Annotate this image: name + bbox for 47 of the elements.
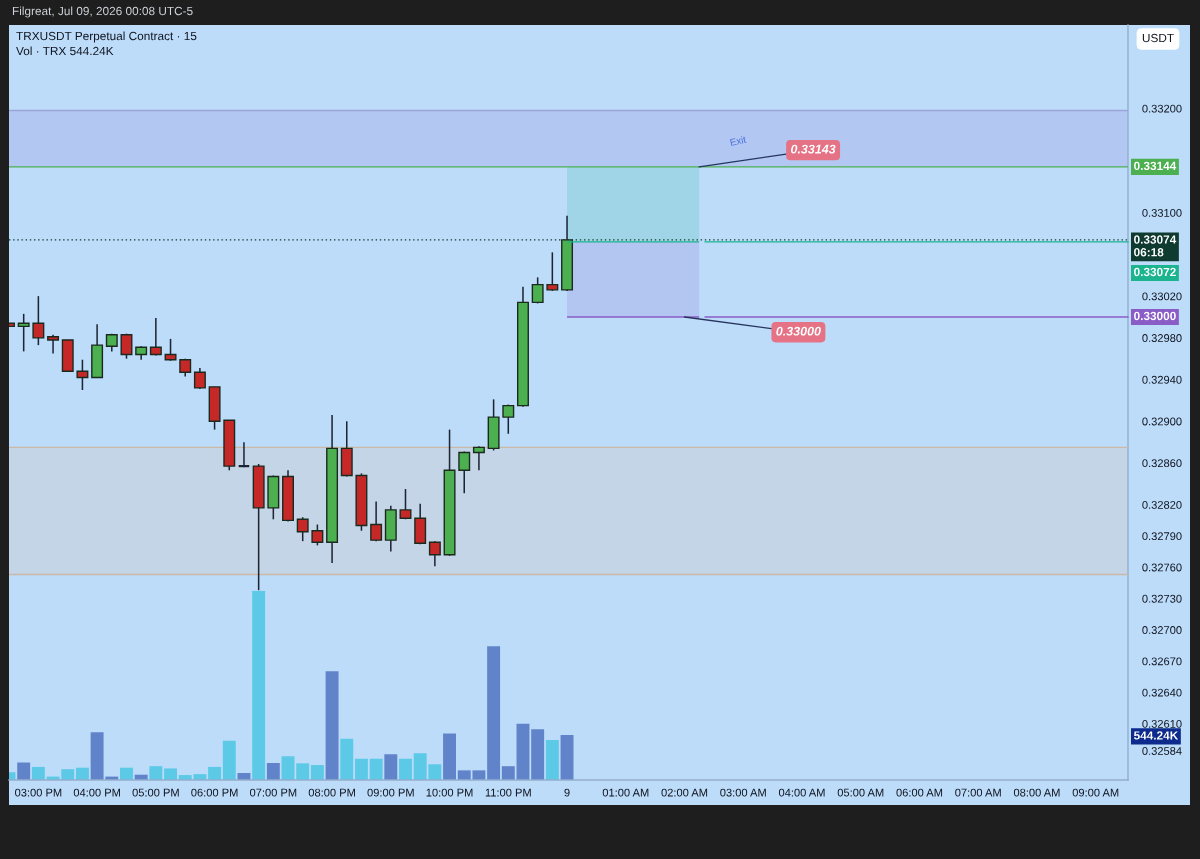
x-tick-label: 03:00 PM	[15, 788, 62, 797]
y-tick-label: 0.32820	[1142, 500, 1182, 509]
annotation: Exit	[729, 135, 747, 146]
ref-line-label: 0.33144	[1134, 161, 1177, 171]
y-tick-label: 0.32670	[1142, 657, 1182, 666]
x-tick-label: 06:00 AM	[896, 788, 943, 797]
x-tick-label: 03:00 AM	[720, 788, 766, 797]
y-tick-label: 0.32940	[1142, 375, 1182, 384]
x-tick-label: 04:00 AM	[778, 788, 825, 797]
x-tick-label: 06:00 PM	[191, 788, 238, 797]
ref-line-label: 0.33072	[1134, 267, 1176, 277]
y-tick-label: 0.33100	[1142, 208, 1182, 217]
text: TRXUSDT Perpetual Contract · 15	[16, 31, 197, 43]
chart-title: Vol · TRX 544.24K	[16, 46, 114, 56]
x-tick-label: 9	[564, 788, 570, 797]
y-tick-label: 0.32760	[1142, 563, 1182, 572]
x-tick-label: 07:00 AM	[955, 788, 1001, 797]
y-tick-label: 0.33200	[1142, 104, 1182, 113]
annotation: 0.33143	[791, 144, 836, 154]
x-tick-label: 11:00 PM	[485, 788, 531, 797]
y-tick-label: 0.32610	[1142, 719, 1182, 728]
annotation: 0.33000	[776, 326, 821, 336]
y-tick-label: 0.32640	[1142, 688, 1182, 697]
text: Filgreat, Jul 09, 2026 00:08 UTC-5	[12, 6, 193, 18]
y-tick-label: 0.32584	[1142, 747, 1182, 755]
x-tick-label: 08:00 AM	[1013, 788, 1060, 797]
ref-line-label: 0.33074 06:18	[1134, 235, 1177, 257]
x-tick-label: 09:00 PM	[367, 788, 414, 797]
ref-line-label: 0.33000	[1134, 311, 1176, 321]
x-tick-label: 05:00 AM	[837, 788, 884, 797]
x-tick-label: 04:00 PM	[73, 788, 120, 797]
x-tick-label: 08:00 PM	[308, 788, 355, 797]
x-tick-label: 01:00 AM	[602, 788, 649, 797]
y-axis-title: USDT	[1142, 33, 1174, 43]
y-tick-label: 0.32790	[1142, 532, 1182, 541]
x-tick-label: 07:00 PM	[249, 788, 297, 797]
x-tick-label: 02:00 AM	[661, 788, 708, 797]
x-tick-label: 05:00 PM	[132, 788, 179, 797]
x-tick-label: 10:00 PM	[426, 788, 473, 797]
y-tick-label: 0.32980	[1142, 334, 1182, 342]
text: 544.24K	[1133, 731, 1179, 740]
y-tick-label: 0.32730	[1142, 594, 1182, 603]
y-tick-label: 0.32900	[1142, 417, 1182, 426]
y-tick-label: 0.32700	[1142, 626, 1182, 634]
y-tick-label: 0.32860	[1142, 459, 1182, 468]
y-tick-label: 0.33020	[1142, 292, 1182, 301]
x-tick-label: 09:00 AM	[1072, 788, 1119, 797]
